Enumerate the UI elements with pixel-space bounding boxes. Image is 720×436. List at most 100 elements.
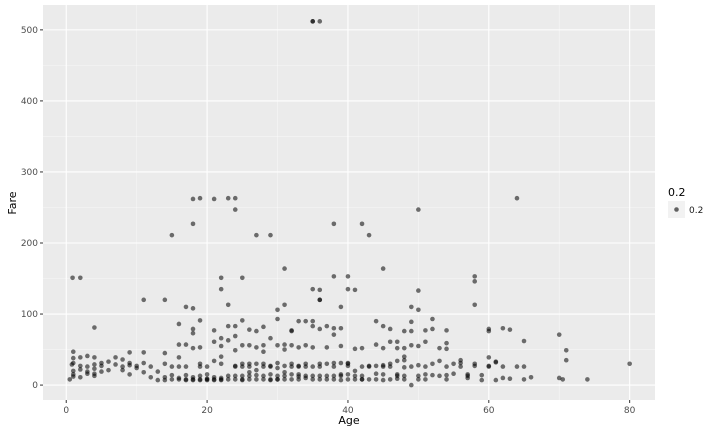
- data-point: [162, 350, 168, 356]
- data-point: [141, 297, 147, 303]
- data-point: [99, 360, 104, 366]
- data-point: [373, 363, 379, 369]
- data-point: [240, 275, 245, 281]
- data-point: [232, 373, 238, 379]
- data-point: [268, 372, 273, 377]
- data-point: [282, 377, 287, 382]
- data-point: [324, 373, 330, 379]
- data-point: [338, 325, 344, 331]
- data-point: [218, 335, 224, 341]
- data-point: [127, 372, 132, 377]
- data-point: [240, 377, 245, 383]
- data-point: [289, 328, 294, 334]
- data-point: [303, 318, 308, 324]
- x-axis: 0 20 40 60 80: [63, 400, 636, 416]
- data-point: [247, 342, 252, 348]
- data-point: [556, 375, 562, 381]
- data-point: [401, 365, 407, 370]
- data-point: [204, 377, 210, 383]
- data-point: [183, 364, 189, 369]
- data-point: [359, 373, 365, 379]
- x-tick-label: 20: [201, 406, 213, 416]
- data-point: [331, 360, 337, 366]
- data-point: [359, 221, 365, 227]
- data-point: [416, 377, 421, 382]
- data-point: [218, 275, 224, 281]
- data-point: [387, 339, 393, 345]
- x-tick-label: 80: [624, 406, 636, 416]
- data-point: [225, 323, 231, 329]
- data-point: [451, 371, 456, 377]
- data-point: [176, 364, 182, 369]
- data-point: [507, 376, 513, 381]
- data-point: [493, 377, 499, 383]
- data-point: [282, 266, 287, 271]
- data-point: [85, 371, 90, 377]
- data-point: [479, 377, 485, 383]
- data-point: [218, 354, 224, 359]
- data-point: [352, 377, 358, 382]
- data-point: [458, 360, 463, 366]
- data-point: [225, 338, 231, 343]
- data-point: [303, 375, 308, 381]
- data-point: [92, 371, 97, 377]
- data-point: [211, 358, 217, 364]
- data-point: [211, 328, 217, 333]
- data-point: [120, 364, 125, 369]
- data-point: [197, 377, 203, 383]
- data-point: [70, 372, 76, 377]
- data-point: [225, 195, 231, 201]
- data-point: [521, 377, 527, 382]
- data-point: [247, 364, 252, 369]
- y-tick-label: 100: [21, 310, 38, 320]
- data-point: [401, 377, 407, 382]
- data-point: [183, 377, 189, 383]
- data-point: [176, 321, 182, 327]
- data-point: [331, 274, 337, 279]
- data-point: [282, 347, 287, 352]
- data-point: [394, 345, 400, 351]
- data-point: [134, 363, 139, 369]
- data-point: [176, 377, 182, 382]
- data-point: [387, 326, 393, 332]
- data-point: [331, 373, 337, 379]
- data-point: [197, 195, 203, 201]
- data-point: [218, 361, 224, 367]
- data-point: [169, 232, 175, 238]
- data-point: [401, 345, 407, 351]
- data-point: [380, 345, 386, 351]
- data-point: [423, 328, 428, 333]
- data-point: [169, 364, 175, 369]
- data-point: [514, 195, 520, 201]
- data-point: [155, 377, 161, 383]
- data-point: [268, 364, 273, 369]
- data-point: [268, 232, 273, 238]
- data-point: [345, 372, 351, 377]
- data-point: [85, 353, 90, 359]
- data-point: [70, 349, 76, 354]
- data-point: [261, 377, 266, 382]
- y-tick-label: 200: [21, 239, 38, 249]
- data-point: [254, 361, 259, 367]
- data-point: [141, 350, 147, 355]
- data-point: [324, 361, 330, 367]
- data-point: [310, 19, 316, 24]
- data-point: [401, 357, 407, 363]
- data-point: [472, 302, 478, 308]
- data-point: [338, 360, 344, 366]
- data-point: [352, 287, 358, 293]
- data-point: [310, 364, 316, 369]
- data-point: [183, 342, 189, 347]
- data-point: [331, 332, 337, 337]
- data-point: [317, 297, 323, 303]
- data-point: [92, 362, 97, 367]
- data-point: [92, 355, 97, 360]
- data-point: [444, 364, 449, 369]
- data-point: [232, 195, 238, 201]
- legend-entry-label: 0.2: [689, 206, 703, 216]
- data-point: [310, 323, 316, 329]
- y-axis: 0 100 200 300 400 500: [21, 26, 43, 391]
- data-point: [190, 326, 196, 332]
- data-point: [218, 377, 224, 383]
- data-point: [232, 377, 238, 382]
